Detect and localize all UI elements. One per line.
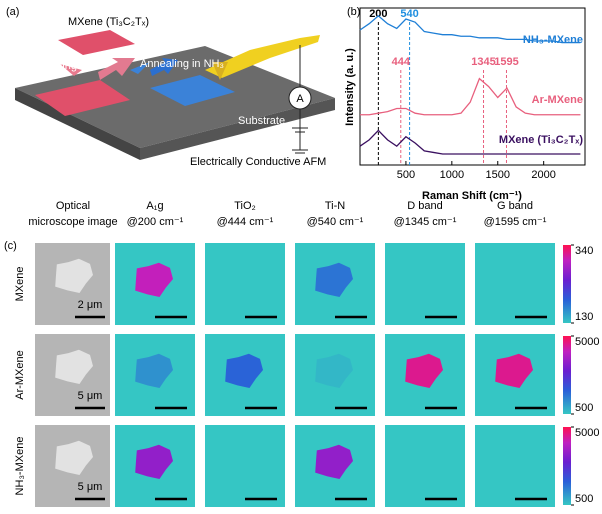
map-blob	[135, 262, 173, 297]
colorbar-tick-label: 500	[575, 493, 593, 505]
y-axis-label: Intensity (a. u.)	[344, 48, 356, 126]
map-background	[385, 425, 465, 507]
column-header: @200 cm⁻¹	[127, 216, 184, 228]
peak-label: 444	[392, 56, 411, 68]
row-label: MXene	[14, 267, 26, 302]
colorbar-tick-label: 500	[575, 402, 593, 414]
scale-bar-label: 5 μm	[78, 390, 103, 402]
column-header: A₁g	[146, 200, 163, 212]
row-label: NH₃-MXene	[14, 437, 26, 496]
annealing-nh3: Annealing in NH₃	[140, 58, 224, 70]
flake	[55, 258, 93, 293]
column-header: @540 cm⁻¹	[307, 216, 364, 228]
column-header: D band	[407, 200, 442, 212]
colorbar-tick-label: 5000	[575, 427, 599, 439]
legend-label: MXene (Ti₃C₂Tₓ)	[499, 134, 583, 146]
mxene-label: MXene (Ti₃C₂Tₓ)	[68, 16, 149, 28]
flake	[55, 349, 93, 384]
peak-label: 1595	[494, 56, 518, 68]
map-blob	[135, 353, 173, 388]
map-background	[205, 243, 285, 325]
scale-bar-label: 5 μm	[78, 481, 103, 493]
colorbar-tick-label: 5000	[575, 336, 599, 348]
column-header: @444 cm⁻¹	[217, 216, 274, 228]
column-header: Ti-N	[325, 200, 345, 212]
column-header: @1595 cm⁻¹	[484, 216, 547, 228]
peak-label: 200	[369, 8, 387, 20]
spectrum	[360, 77, 581, 116]
column-header: G band	[497, 200, 533, 212]
panel-label: (c)	[4, 240, 17, 252]
map-background	[475, 425, 555, 507]
map-background	[385, 243, 465, 325]
peak-label: 1345	[471, 56, 495, 68]
map-background	[475, 243, 555, 325]
spectrum	[359, 129, 581, 155]
substrate-label: Substrate	[238, 115, 285, 127]
plot-frame	[359, 7, 586, 166]
x-tick-label: 1000	[440, 169, 464, 181]
map-blob	[315, 353, 353, 388]
annealing-ar: Annealing in Ar	[28, 60, 102, 72]
column-header: Optical	[56, 200, 90, 212]
map-blob	[405, 353, 443, 388]
meter-label: A	[296, 93, 304, 105]
panel-label: (b)	[347, 6, 360, 18]
colorbar	[563, 245, 571, 323]
colorbar	[563, 427, 571, 505]
map-blob	[135, 444, 173, 479]
x-tick-label: 500	[397, 169, 415, 181]
peak-label: 540	[400, 8, 418, 20]
x-axis-label: Raman Shift (cm⁻¹)	[422, 190, 522, 202]
schematic	[15, 30, 335, 160]
map-background	[205, 425, 285, 507]
column-header: TiO₂	[234, 200, 256, 212]
map-blob	[495, 353, 533, 388]
flake	[55, 440, 93, 475]
legend-label: NH₃-MXene	[523, 34, 583, 46]
caption: Electrically Conductive AFM	[190, 156, 326, 168]
scale-bar-label: 2 μm	[78, 299, 103, 311]
column-header: @1345 cm⁻¹	[394, 216, 457, 228]
map-blob	[315, 444, 353, 479]
x-tick-label: 1500	[486, 169, 510, 181]
colorbar-tick-label: 340	[575, 245, 593, 257]
colorbar-tick-label: 130	[575, 311, 593, 323]
legend-label: Ar-MXene	[532, 94, 583, 106]
spectrum	[359, 14, 581, 44]
map-blob	[315, 262, 353, 297]
map-blob	[225, 353, 263, 388]
column-header: microscope image	[28, 216, 117, 228]
row-label: Ar-MXene	[14, 350, 26, 400]
panel-label: (a)	[6, 6, 19, 18]
x-tick-label: 2000	[531, 169, 555, 181]
colorbar	[563, 336, 571, 414]
